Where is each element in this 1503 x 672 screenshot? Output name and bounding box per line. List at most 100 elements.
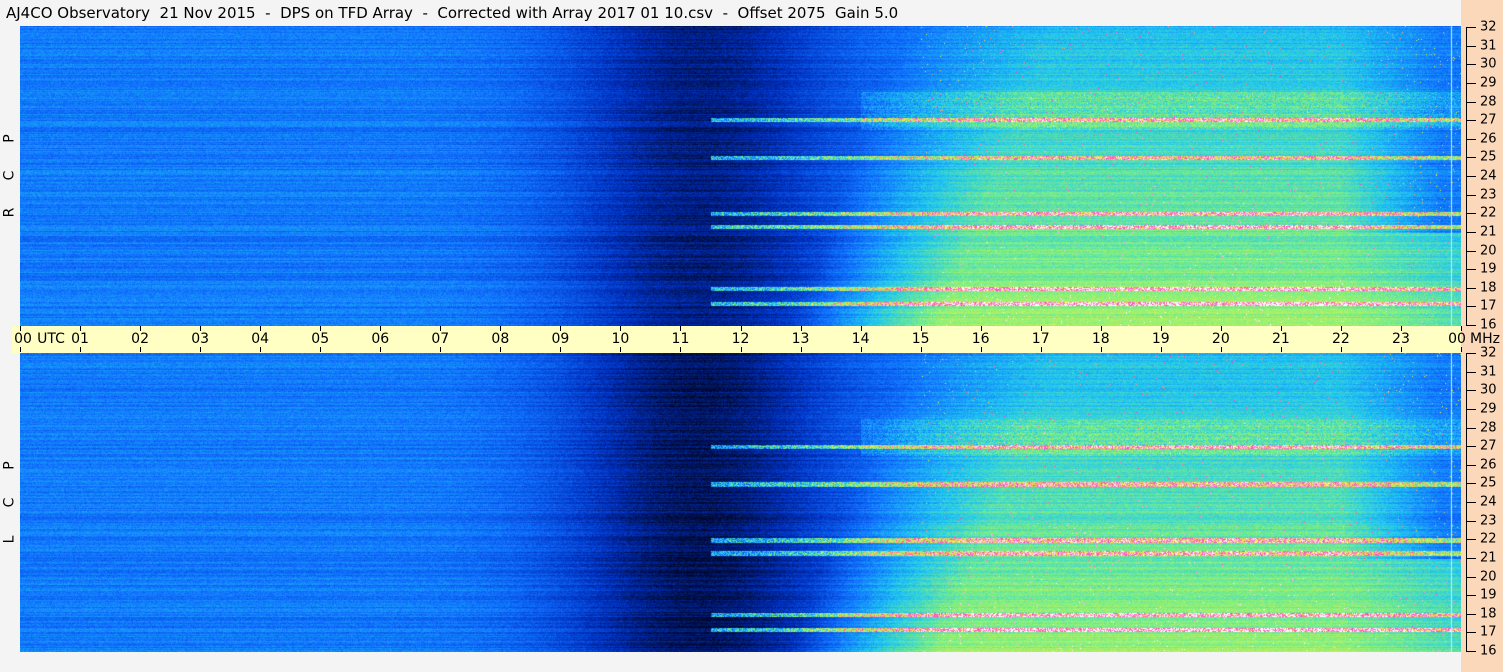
y-tick bbox=[1466, 427, 1476, 429]
y-tick bbox=[1466, 371, 1476, 373]
x-tick-label: 23 bbox=[1392, 331, 1410, 347]
y-tick-label: 16 bbox=[1480, 643, 1497, 659]
y-tick-label: 16 bbox=[1480, 317, 1497, 333]
x-tick-label: 16 bbox=[971, 331, 990, 347]
y-tick-label: 32 bbox=[1480, 345, 1497, 361]
x-tick bbox=[1400, 326, 1402, 331]
x-tick bbox=[1100, 347, 1102, 352]
y-tick-label: 19 bbox=[1480, 587, 1497, 603]
x-tick bbox=[200, 347, 202, 352]
y-tick-label: 18 bbox=[1480, 606, 1497, 622]
x-tick bbox=[1040, 326, 1042, 331]
x-tick-label: 02 bbox=[131, 331, 149, 347]
x-tick-label: 18 bbox=[1091, 331, 1110, 347]
y-tick bbox=[1466, 325, 1476, 326]
x-tick bbox=[1280, 347, 1282, 352]
y-tick-label: 20 bbox=[1480, 243, 1497, 258]
x-tick bbox=[200, 326, 202, 331]
y-tick bbox=[1466, 138, 1476, 140]
y-tick bbox=[1466, 157, 1476, 159]
x-tick bbox=[1220, 347, 1222, 352]
y-tick bbox=[1466, 446, 1476, 448]
y-tick bbox=[1466, 27, 1476, 28]
x-tick-label: 22 bbox=[1331, 331, 1350, 347]
y-tick bbox=[1466, 632, 1476, 634]
y-tick bbox=[1466, 101, 1476, 103]
x-tick bbox=[1461, 347, 1462, 352]
x-tick bbox=[740, 347, 742, 352]
x-tick-label: 12 bbox=[731, 331, 750, 347]
x-tick bbox=[80, 347, 82, 352]
y-tick bbox=[1466, 502, 1476, 503]
y-tick bbox=[1466, 120, 1476, 122]
x-tick bbox=[20, 326, 21, 331]
y-tick-label: 25 bbox=[1480, 149, 1497, 165]
y-tick-label: 32 bbox=[1480, 19, 1497, 35]
y-tick-label: 30 bbox=[1480, 382, 1497, 398]
y-tick-label: 23 bbox=[1480, 513, 1497, 529]
y-tick bbox=[1466, 64, 1476, 66]
x-tick bbox=[1400, 347, 1402, 352]
x-tick-label: 11 bbox=[671, 331, 690, 347]
y-tick bbox=[1466, 390, 1476, 392]
y-unit-label: MHz bbox=[1470, 331, 1500, 347]
x-tick bbox=[680, 347, 682, 352]
y-tick bbox=[1466, 576, 1476, 578]
y-tick-label: 31 bbox=[1480, 364, 1497, 380]
x-tick bbox=[1340, 326, 1342, 331]
y-tick-label: 17 bbox=[1480, 298, 1497, 314]
y-tick-label: 21 bbox=[1480, 550, 1497, 566]
y-tick-label: 30 bbox=[1480, 56, 1497, 72]
x-tick bbox=[260, 326, 262, 331]
x-tick bbox=[1461, 326, 1462, 331]
y-tick bbox=[1466, 483, 1476, 485]
x-tick bbox=[140, 326, 142, 331]
y-tick-label: 31 bbox=[1480, 38, 1497, 54]
y-tick bbox=[1466, 613, 1476, 615]
x-tick bbox=[440, 347, 442, 352]
x-tick bbox=[1220, 326, 1222, 331]
x-tick-label: 05 bbox=[311, 331, 330, 347]
y-tick bbox=[1466, 464, 1476, 466]
x-tick bbox=[920, 326, 922, 331]
y-tick bbox=[1466, 250, 1476, 252]
y-tick bbox=[1466, 595, 1476, 597]
x-tick bbox=[500, 347, 502, 352]
x-tick bbox=[1100, 326, 1102, 331]
y-tick-label: 23 bbox=[1480, 187, 1497, 203]
y-tick bbox=[1466, 520, 1476, 522]
y-tick-label: 19 bbox=[1480, 261, 1497, 277]
y-tick-label: 22 bbox=[1480, 205, 1497, 221]
x-tick-label: 00 bbox=[1448, 331, 1466, 347]
x-tick bbox=[560, 347, 562, 352]
x-tick bbox=[800, 347, 802, 352]
chart-title: AJ4CO Observatory 21 Nov 2015 - DPS on T… bbox=[6, 4, 899, 22]
y-tick-label: 28 bbox=[1480, 94, 1497, 109]
y-tick-label: 24 bbox=[1480, 168, 1497, 184]
x-tick bbox=[140, 347, 142, 352]
x-tick bbox=[20, 347, 21, 352]
panel-label-rcp: P C R bbox=[2, 120, 18, 231]
x-tick bbox=[320, 326, 322, 331]
y-tick-label: 28 bbox=[1480, 420, 1497, 435]
spectrogram-lcp bbox=[20, 353, 1461, 652]
y-tick-label: 27 bbox=[1480, 112, 1497, 128]
x-tick bbox=[260, 347, 262, 352]
spectrogram-rcp bbox=[20, 26, 1461, 326]
y-tick bbox=[1466, 353, 1476, 354]
y-tick bbox=[1466, 651, 1476, 652]
y-tick bbox=[1466, 306, 1476, 308]
y-tick-label: 17 bbox=[1480, 624, 1497, 640]
y-tick-label: 18 bbox=[1480, 280, 1497, 296]
x-tick bbox=[620, 347, 622, 352]
y-tick bbox=[1466, 287, 1476, 289]
x-tick-label: 21 bbox=[1271, 331, 1290, 347]
x-tick bbox=[1160, 347, 1162, 352]
x-tick bbox=[1340, 347, 1342, 352]
x-tick bbox=[500, 326, 502, 331]
x-tick bbox=[620, 326, 622, 331]
frequency-axis-panel bbox=[1461, 0, 1503, 672]
y-tick bbox=[1466, 213, 1476, 215]
x-tick bbox=[800, 326, 802, 331]
y-tick bbox=[1466, 231, 1476, 233]
